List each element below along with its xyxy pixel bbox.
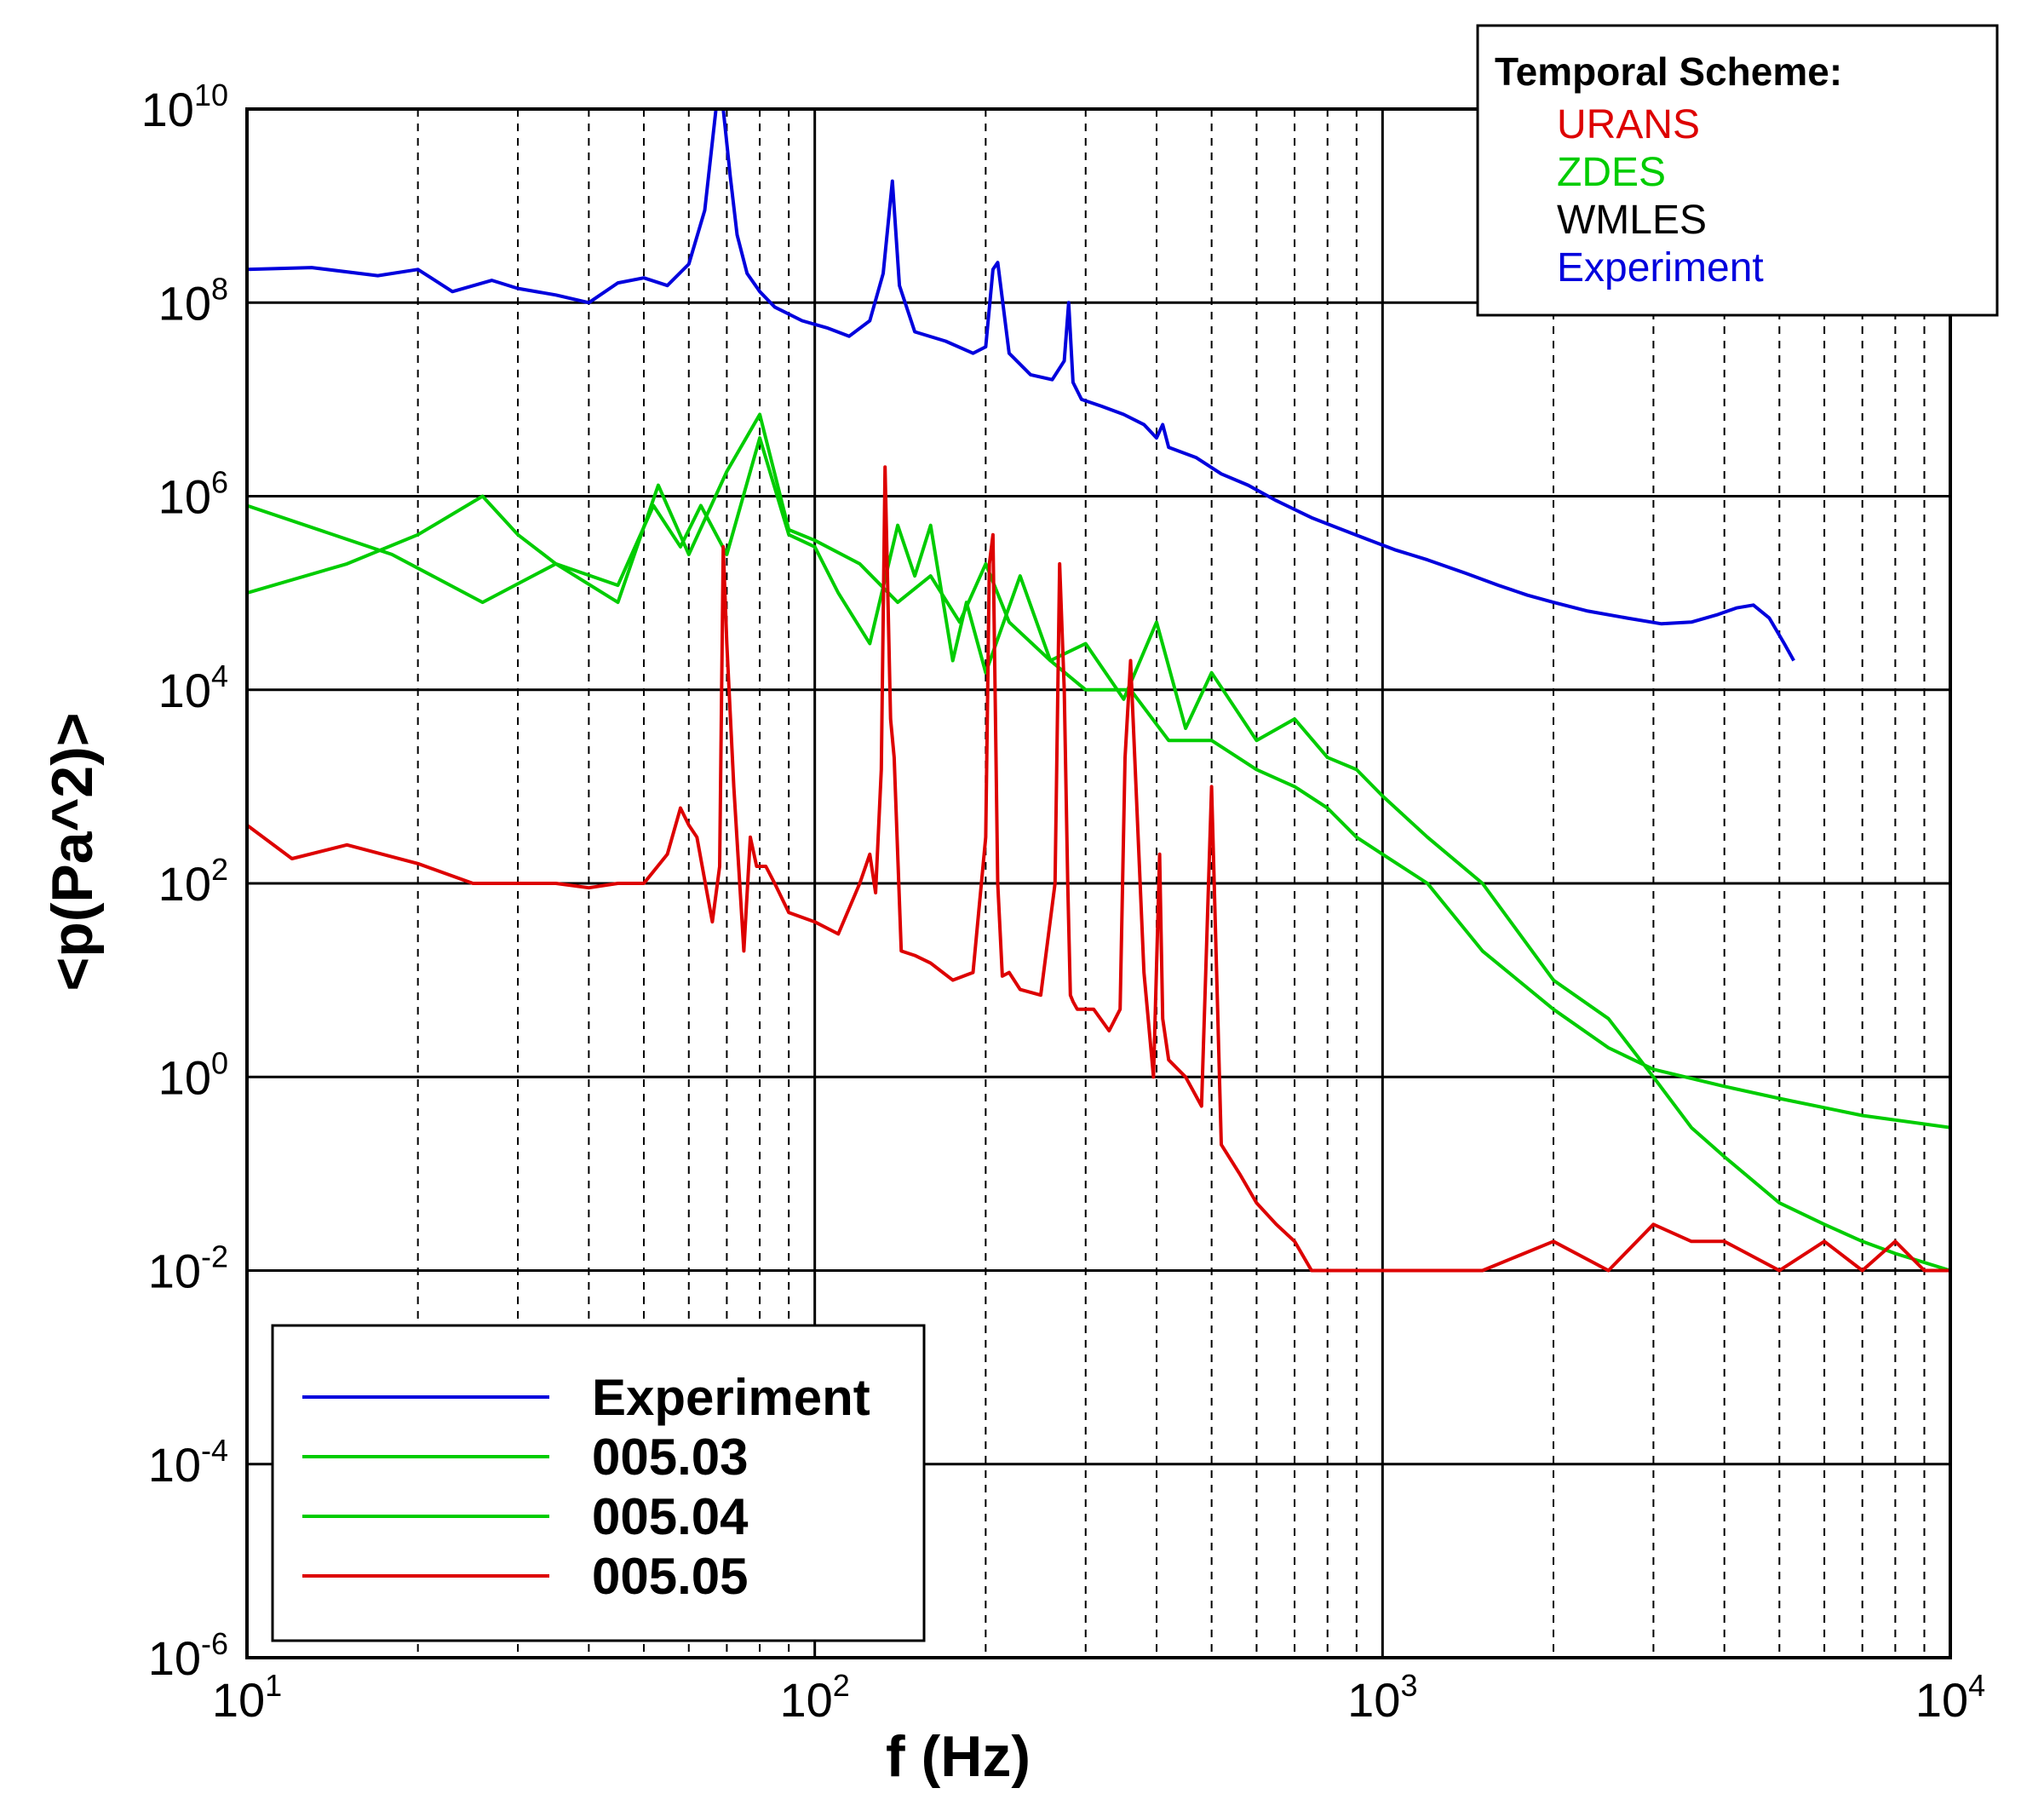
x-tick-base: 10 xyxy=(212,1673,265,1727)
y-tick-exponent: 0 xyxy=(211,1045,228,1080)
series-legend-box xyxy=(271,1324,926,1642)
series-line-0 xyxy=(247,109,1795,662)
x-tick-base: 10 xyxy=(780,1673,833,1727)
y-tick-exponent: 8 xyxy=(211,271,228,306)
y-tick-base: 10 xyxy=(158,470,211,524)
y-tick-label: 10-2 xyxy=(148,1239,228,1298)
y-tick-base: 10 xyxy=(148,1438,201,1492)
y-tick-exponent: 10 xyxy=(194,78,228,112)
series-layer xyxy=(247,109,1950,1273)
y-tick-label: 100 xyxy=(158,1045,228,1104)
y-tick-label: 108 xyxy=(158,271,228,330)
y-tick-base: 10 xyxy=(148,1631,201,1685)
plot-frame xyxy=(245,107,1952,1659)
y-tick-base: 10 xyxy=(158,1050,211,1104)
y-tick-base: 10 xyxy=(141,83,194,136)
y-tick-exponent: 2 xyxy=(211,852,228,887)
y-tick-label: 10-4 xyxy=(148,1433,228,1492)
y-tick-exponent: 6 xyxy=(211,465,228,500)
x-tick-exponent: 4 xyxy=(1968,1668,1985,1703)
legend-label: 005.05 xyxy=(592,1548,749,1605)
scheme-legend-title: Temporal Scheme: xyxy=(1495,49,1842,94)
y-tick-label: 102 xyxy=(158,852,228,911)
series-line-2 xyxy=(247,436,1950,1273)
scheme-legend-box xyxy=(1476,24,1999,317)
legend-label: Experiment xyxy=(592,1369,870,1426)
x-tick-base: 10 xyxy=(1347,1673,1400,1727)
x-tick-label: 104 xyxy=(1915,1668,1985,1727)
scheme-entry-label: Experiment xyxy=(1557,245,1764,290)
y-tick-base: 10 xyxy=(148,1245,201,1298)
series-line-1 xyxy=(247,412,1950,1130)
y-tick-exponent: 4 xyxy=(211,658,228,693)
y-tick-label: 106 xyxy=(158,465,228,524)
scheme-legend: Temporal Scheme: URANSZDESWMLESExperimen… xyxy=(1476,24,1999,317)
y-tick-exponent: -2 xyxy=(201,1239,228,1274)
y-tick-label: 1010 xyxy=(141,78,228,136)
y-tick-label: 10-6 xyxy=(148,1626,228,1685)
x-tick-exponent: 3 xyxy=(1400,1668,1417,1703)
x-tick-exponent: 1 xyxy=(265,1668,282,1703)
x-tick-label: 101 xyxy=(212,1668,282,1727)
y-tick-base: 10 xyxy=(158,276,211,330)
y-axis-title: <p(Pa^2)> xyxy=(40,713,105,992)
legend-label: 005.04 xyxy=(592,1488,749,1545)
series-line-3 xyxy=(247,465,1950,1273)
x-tick-label: 102 xyxy=(780,1668,850,1727)
x-tick-label: 103 xyxy=(1347,1668,1417,1727)
legend-label: 005.03 xyxy=(592,1429,749,1486)
y-tick-label: 104 xyxy=(158,658,228,717)
x-tick-base: 10 xyxy=(1915,1673,1968,1727)
y-tick-exponent: -4 xyxy=(201,1433,228,1468)
y-tick-exponent: -6 xyxy=(201,1626,228,1661)
scheme-entry-label: ZDES xyxy=(1557,150,1666,195)
scheme-entry-label: WMLES xyxy=(1557,198,1707,243)
x-tick-exponent: 2 xyxy=(833,1668,850,1703)
scheme-entry-label: URANS xyxy=(1557,102,1700,147)
axis-tick-labels: 101 102 103 104101010810610410210010-210-41… xyxy=(141,78,1986,1727)
y-tick-base: 10 xyxy=(158,857,211,911)
x-axis-title: f (Hz) xyxy=(886,1724,1031,1789)
y-tick-base: 10 xyxy=(158,664,211,717)
